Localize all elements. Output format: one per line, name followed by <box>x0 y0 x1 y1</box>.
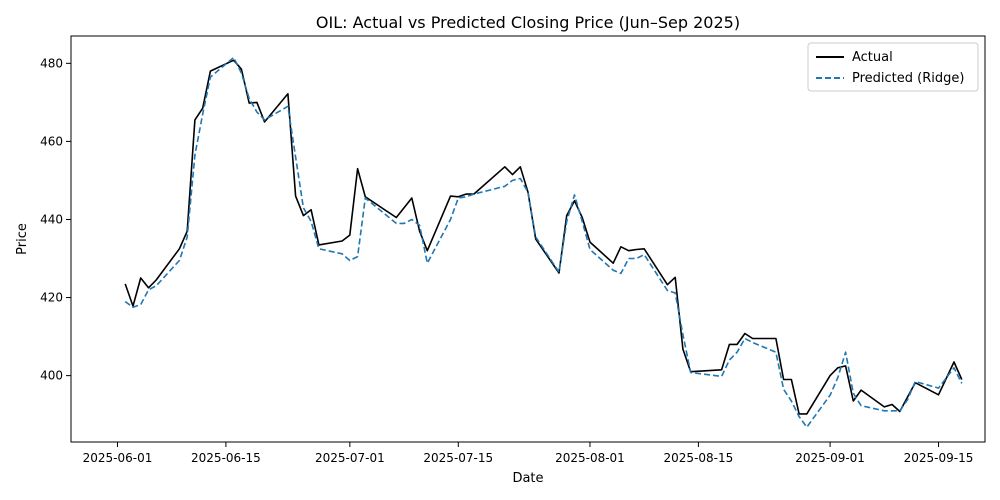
legend-box <box>807 42 979 92</box>
y-tick-label: 480 <box>40 56 63 70</box>
x-tick-label: 2025-07-01 <box>315 451 385 465</box>
plot-frame <box>70 35 986 443</box>
x-tick-label: 2025-08-15 <box>664 451 734 465</box>
x-axis-label: Date <box>512 471 543 486</box>
legend-label-actual: Actual <box>852 50 893 65</box>
x-tick-label: 2025-06-01 <box>83 451 153 465</box>
y-axis-label: Price <box>15 223 30 255</box>
y-tick-label: 440 <box>40 212 63 226</box>
series-line-actual <box>124 59 963 415</box>
legend: Actual Predicted (Ridge) <box>807 42 979 92</box>
x-tick-label: 2025-09-01 <box>795 451 865 465</box>
y-tick-label: 460 <box>40 134 63 148</box>
x-tick-label: 2025-06-15 <box>191 451 261 465</box>
y-axis: 400 420 440 460 480 <box>40 56 71 383</box>
x-tick-label: 2025-09-15 <box>904 451 974 465</box>
y-tick-label: 420 <box>40 291 63 305</box>
legend-label-predicted: Predicted (Ridge) <box>852 71 964 86</box>
x-axis: 2025-06-01 2025-06-15 2025-07-01 2025-07-15… <box>83 442 974 465</box>
chart-title: OIL: Actual vs Predicted Closing Price (… <box>316 13 740 32</box>
plot-area <box>124 56 963 429</box>
x-tick-label: 2025-08-01 <box>555 451 625 465</box>
series-line-predicted-ridge <box>124 56 963 429</box>
y-tick-label: 400 <box>40 369 63 383</box>
x-tick-label: 2025-07-15 <box>423 451 493 465</box>
